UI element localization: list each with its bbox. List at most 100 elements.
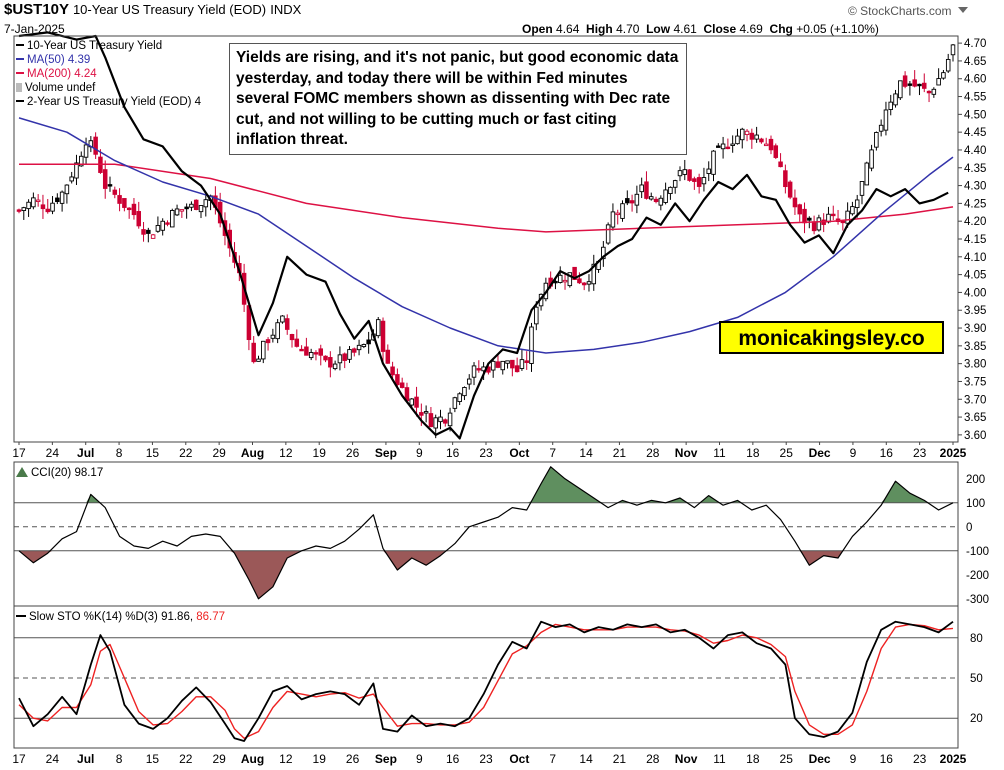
x-tick-label: 14 — [579, 446, 593, 460]
candle-body — [663, 189, 668, 203]
x-tick-label-bottom: 23 — [479, 752, 493, 766]
candle-body — [907, 83, 913, 86]
price-tick-label: 3.90 — [964, 323, 986, 335]
candle-body — [888, 101, 893, 110]
candle-body — [50, 202, 55, 212]
candle-body — [720, 143, 726, 150]
candle-body — [773, 145, 779, 158]
candle-body — [433, 417, 438, 429]
candle-body — [117, 195, 122, 204]
x-tick-label: Nov — [675, 446, 698, 460]
candle-body — [270, 334, 276, 339]
legend-ma200: MA(200) 4.24 — [16, 68, 97, 80]
x-tick-label: 29 — [212, 446, 226, 460]
candle-body — [500, 360, 506, 371]
candle-body — [912, 79, 917, 87]
candle-body — [534, 306, 539, 325]
x-tick-label-bottom: 17 — [12, 752, 26, 766]
candle-body — [850, 206, 855, 215]
x-tick-label: Dec — [809, 446, 831, 460]
candle-body — [716, 145, 721, 148]
candle-body — [874, 132, 879, 148]
candle-body — [682, 169, 688, 175]
candle-body — [792, 197, 798, 208]
candle-body — [251, 342, 256, 363]
dropdown-arrow-icon[interactable] — [958, 5, 968, 15]
candle-body — [165, 222, 170, 225]
candle-body — [529, 326, 534, 364]
x-tick-label-bottom: Nov — [675, 752, 698, 766]
candle-body — [447, 412, 453, 427]
candle-body — [514, 365, 520, 373]
candle-body — [141, 229, 146, 235]
legend-price: 10-Year US Treasury Yield — [16, 40, 162, 52]
candle-body — [352, 348, 357, 353]
two-year-yield-line — [18, 31, 949, 440]
candle-body — [122, 198, 127, 208]
x-tick-label-bottom: Dec — [809, 752, 831, 766]
candle-body — [840, 220, 846, 224]
legend-volume: Volume undef — [16, 82, 95, 94]
candle-body — [170, 209, 175, 228]
sto-d-line — [18, 623, 954, 739]
candle-body — [179, 209, 185, 212]
candle-body — [778, 161, 783, 168]
candle-body — [735, 135, 740, 145]
candle-body — [155, 225, 161, 232]
candle-body — [878, 124, 884, 132]
candle-body — [653, 198, 659, 203]
x-tick-label: 2025 — [940, 446, 967, 460]
candle-body — [304, 346, 309, 356]
price-tick-label: 3.95 — [964, 305, 986, 317]
candle-body — [557, 274, 563, 283]
price-tick-label: 4.55 — [964, 92, 986, 104]
price-tick-label: 3.80 — [964, 359, 986, 371]
candle-body — [524, 360, 529, 364]
stockcharts-credit[interactable]: © StockCharts.com — [848, 4, 952, 18]
candle-body — [831, 213, 836, 217]
candle-body — [644, 181, 649, 199]
candle-body — [845, 210, 850, 224]
candle-body — [567, 272, 573, 287]
candle-body — [725, 146, 731, 150]
sto-tick-label: 80 — [970, 633, 983, 645]
x-tick-label: 23 — [913, 446, 927, 460]
candle-body — [40, 204, 46, 210]
candle-body — [807, 217, 812, 221]
candle-body — [759, 138, 764, 143]
cci-tick-label: -200 — [966, 570, 989, 582]
candle-body — [462, 387, 467, 397]
candle-body — [112, 189, 118, 195]
legend-sto: Slow STO %K(14) %D(3) 91.86, 86.77 — [16, 611, 225, 623]
candle-body — [69, 176, 74, 182]
candle-body — [931, 88, 937, 95]
x-tick-label: Oct — [509, 446, 529, 460]
candle-body — [366, 339, 371, 345]
candle-body — [35, 199, 41, 203]
candle-body — [898, 80, 903, 99]
sto-frame — [13, 605, 959, 749]
candle-body — [457, 393, 462, 402]
candle-body — [136, 211, 141, 227]
price-tick-label: 4.10 — [964, 252, 986, 264]
price-tick-label: 3.70 — [964, 394, 986, 406]
candle-body — [347, 349, 352, 360]
x-tick-label: 23 — [479, 446, 493, 460]
candle-body — [639, 184, 644, 193]
candle-body — [380, 320, 386, 352]
x-tick-label-bottom: 14 — [579, 752, 593, 766]
candle-body — [505, 360, 510, 364]
cci-tick-label: -300 — [966, 594, 989, 606]
candle-body — [787, 181, 793, 198]
candle-body — [323, 355, 328, 361]
candle-body — [586, 281, 592, 285]
candle-body — [342, 353, 347, 361]
x-tick-label: 15 — [146, 446, 160, 460]
candle-body — [701, 177, 707, 185]
candle-body — [146, 229, 151, 234]
watermark-brand: monicakingsley.co — [719, 321, 944, 354]
cci-tick-label: 0 — [966, 522, 972, 534]
candle-body — [692, 178, 697, 182]
x-tick-label-bottom: 26 — [346, 752, 360, 766]
legend-cci: CCI(20) 98.17 — [16, 467, 103, 479]
